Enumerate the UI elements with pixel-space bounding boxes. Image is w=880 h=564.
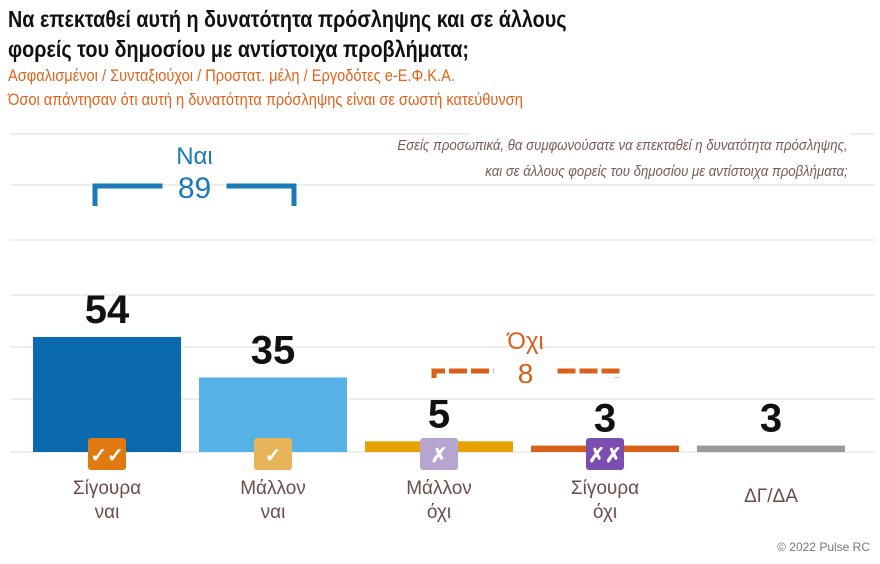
cross-icon — [420, 438, 458, 470]
question-text: Εσείς προσωπικά, θα συμφωνούσατε να επεκ… — [398, 133, 848, 185]
question-line-1: Εσείς προσωπικά, θα συμφωνούσατε να επεκ… — [397, 137, 848, 154]
check-icon — [254, 438, 292, 470]
subtitle-filter: Όσοι απάντησαν ότι αυτή η δυνατότητα πρό… — [8, 90, 523, 109]
double-check-icon-glyph: ✓✓ — [90, 445, 124, 467]
group-total: 89 — [178, 172, 211, 205]
category-label: ναι — [95, 502, 120, 523]
category-label: όχι — [593, 502, 617, 523]
group-bracket — [92, 183, 297, 206]
category-label: ΔΓ/ΔΑ — [744, 486, 798, 507]
category-label: Σίγουρα — [73, 478, 141, 499]
category-label: Σίγουρα — [571, 478, 639, 499]
group-label: Ναι — [176, 143, 213, 170]
value-label: 3 — [760, 397, 782, 441]
cross-icon-glyph: ✗ — [431, 445, 448, 467]
group-label: Όχι — [506, 328, 544, 355]
subtitle-population: Ασφαλισμένοι / Συνταξιούχοι / Προστατ. μ… — [8, 66, 455, 85]
value-label: 35 — [251, 328, 296, 372]
chart-title: Να επεκταθεί αυτή η δυνατότητα πρόσληψης… — [8, 4, 567, 64]
category-label: ναι — [261, 502, 286, 523]
double-cross-icon-glyph: ✗✗ — [588, 445, 622, 467]
title-line-1: Να επεκταθεί αυτή η δυνατότητα πρόσληψης… — [8, 6, 567, 32]
check-icon-glyph: ✓ — [265, 445, 282, 467]
bar-5 — [697, 445, 845, 452]
category-label: Μάλλον — [240, 478, 306, 499]
double-cross-icon — [586, 438, 624, 470]
title-line-2: φορείς του δημοσίου με αντίστοιχα προβλή… — [8, 36, 469, 62]
double-check-icon — [88, 438, 126, 470]
category-label: όχι — [427, 502, 451, 523]
value-label: 3 — [594, 397, 616, 441]
value-label: 5 — [428, 392, 450, 436]
copyright: © 2022 Pulse RC — [777, 540, 870, 554]
group-bracket — [431, 368, 620, 378]
group-total: 8 — [518, 358, 534, 389]
question-line-2: και σε άλλους φορείς του δημοσίου με αντ… — [485, 163, 848, 180]
category-label: Μάλλον — [406, 478, 472, 499]
value-label: 54 — [85, 288, 130, 332]
bar-1 — [33, 336, 181, 452]
